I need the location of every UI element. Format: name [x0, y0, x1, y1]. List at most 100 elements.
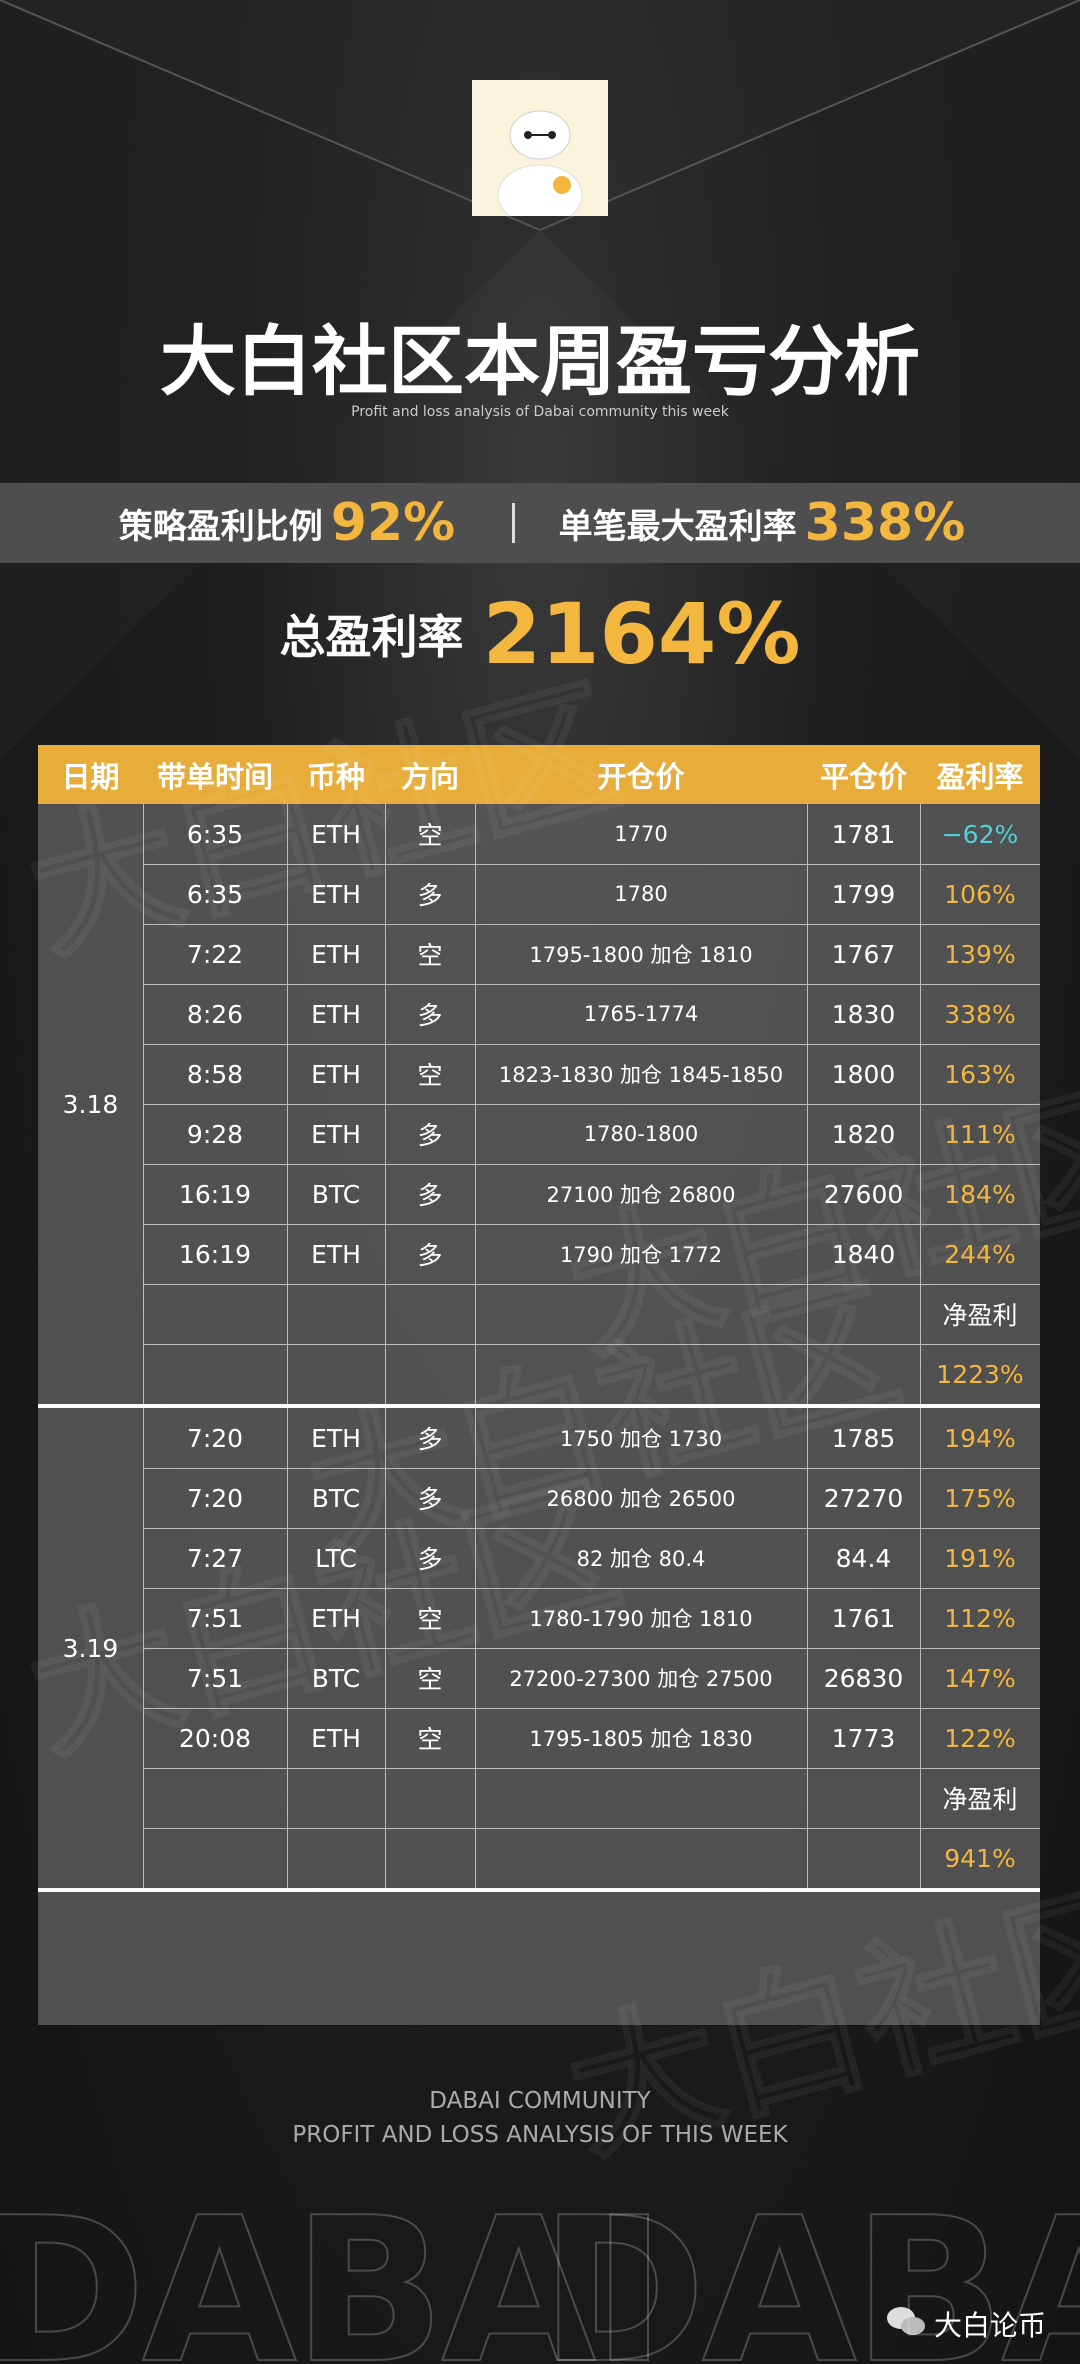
table-cell: LTC	[315, 1543, 357, 1573]
title: 大白社区本周盈亏分析	[160, 317, 920, 406]
grid-line	[143, 1648, 1040, 1649]
table-cell: ETH	[311, 939, 361, 969]
table-cell: 26800 加仓 26500	[546, 1487, 736, 1511]
table-cell: 多	[417, 1241, 443, 1270]
table-header	[38, 745, 1040, 804]
footer-big: DABAI	[0, 2174, 667, 2364]
table-cell: 7:20	[186, 1483, 244, 1513]
column-header: 盈利率	[936, 759, 1024, 794]
table-cell: 1830	[831, 999, 896, 1029]
table-cell: ETH	[311, 1723, 361, 1753]
table-cell: 20:08	[178, 1723, 252, 1753]
grid-line	[143, 1104, 1040, 1105]
table-cell: 163%	[944, 1059, 1016, 1089]
table-cell: ETH	[311, 1119, 361, 1149]
grid-line	[143, 984, 1040, 985]
table-cell: BTC	[311, 1663, 361, 1693]
table-cell: 27100 加仓 26800	[546, 1183, 736, 1207]
table-cell: 空	[417, 941, 443, 970]
table-cell: 27200-27300 加仓 27500	[509, 1667, 773, 1691]
grid-line	[143, 1708, 1040, 1709]
summary-value: 1223%	[936, 1359, 1024, 1389]
table-cell: 1840	[831, 1239, 896, 1269]
table-cell: 1780-1790 加仓 1810	[529, 1607, 753, 1631]
table-cell: 6:35	[186, 879, 244, 909]
table-cell: ETH	[311, 999, 361, 1029]
grid-line	[143, 924, 1040, 925]
column-header: 方向	[400, 759, 459, 794]
table-cell: 1823-1830 加仓 1845-1850	[498, 1063, 784, 1087]
table-cell: 多	[417, 881, 443, 910]
table-cell: ETH	[311, 1059, 361, 1089]
table-cell: 空	[417, 1725, 443, 1754]
table-cell: 26830	[823, 1663, 904, 1693]
total-value: 2164%	[482, 585, 801, 683]
grid-line	[143, 1528, 1040, 1529]
table-cell: 1795-1800 加仓 1810	[529, 943, 753, 967]
table-cell: 7:22	[186, 939, 244, 969]
grid-line	[143, 1468, 1040, 1469]
table-cell: ETH	[311, 1239, 361, 1269]
table-cell: 7:20	[186, 1423, 244, 1453]
stat-value: 338%	[804, 493, 966, 553]
grid-line	[143, 1828, 1040, 1829]
table-cell: ETH	[311, 819, 361, 849]
stats-band	[0, 483, 1080, 563]
table-cell: 27600	[823, 1179, 904, 1209]
table-cell: 338%	[944, 999, 1016, 1029]
table-cell: 1780	[614, 882, 668, 906]
table-cell: 多	[417, 1001, 443, 1030]
table-cell: 1761	[831, 1603, 896, 1633]
table-cell: 147%	[944, 1663, 1016, 1693]
date-cell: 3.18	[62, 1089, 119, 1119]
table-cell: 空	[417, 1665, 443, 1694]
table-cell: 84.4	[835, 1543, 892, 1573]
total-label: 总盈利率	[279, 610, 464, 664]
table-cell: 1820	[831, 1119, 896, 1149]
table-cell: 244%	[944, 1239, 1016, 1269]
stat: 策略盈利比例 92%	[27, 488, 547, 558]
summary-label: 净盈利	[942, 1301, 1018, 1330]
grid-line	[143, 1588, 1040, 1589]
table-cell: 空	[417, 821, 443, 850]
table-cell: ETH	[311, 1603, 361, 1633]
table-cell: 9:28	[186, 1119, 244, 1149]
grid-line	[38, 1404, 1040, 1408]
subtitle: Profit and loss analysis of Dabai commun…	[351, 404, 729, 420]
date-cell: 3.19	[62, 1633, 119, 1663]
divider	[512, 503, 515, 543]
table-cell: 空	[417, 1061, 443, 1090]
wechat-icon	[887, 2307, 925, 2335]
table-cell: 194%	[944, 1423, 1016, 1453]
table-cell: 7:27	[186, 1543, 244, 1573]
table-cell: 1767	[831, 939, 896, 969]
stat-value: 92%	[330, 493, 456, 553]
grid-line	[143, 1768, 1040, 1769]
table-cell: 1765-1774	[583, 1002, 699, 1026]
column-header: 开仓价	[597, 759, 685, 794]
total: 总盈利率 2164%	[0, 585, 1080, 683]
table-cell: 7:51	[186, 1603, 244, 1633]
table-cell: 1790 加仓 1772	[559, 1243, 723, 1267]
grid-line	[143, 1284, 1040, 1285]
table-cell: 111%	[944, 1119, 1016, 1149]
column-header: 币种	[306, 759, 365, 794]
table-cell: 175%	[944, 1483, 1016, 1513]
table-cell: 1770	[614, 822, 668, 846]
summary-value: 941%	[944, 1843, 1016, 1873]
table-cell: 106%	[944, 879, 1016, 909]
table-cell: 1750 加仓 1730	[559, 1427, 723, 1451]
footer-line1: DABAI COMMUNITY	[429, 2088, 651, 2114]
table-cell: 6:35	[186, 819, 244, 849]
table-cell: 16:19	[178, 1239, 252, 1269]
table-body	[38, 804, 1040, 2025]
table-cell: ETH	[311, 879, 361, 909]
table-cell: 112%	[944, 1603, 1016, 1633]
grid-line	[143, 1164, 1040, 1165]
brand: 大白论币	[934, 2309, 1047, 2342]
table-cell: 27270	[823, 1483, 904, 1513]
table-cell: 多	[417, 1425, 443, 1454]
table-cell: 82 加仓 80.4	[576, 1547, 706, 1571]
grid-line	[143, 1224, 1040, 1225]
table-cell: 1795-1805 加仓 1830	[529, 1727, 753, 1751]
